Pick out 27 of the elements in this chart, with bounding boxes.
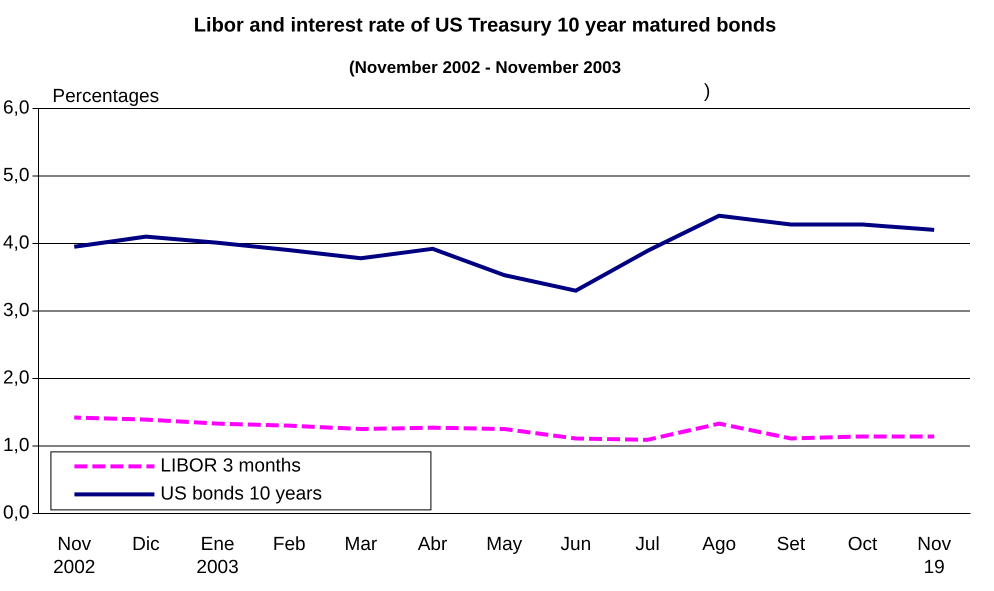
legend-label: LIBOR 3 months xyxy=(160,456,301,477)
x-tick-label: Ago xyxy=(702,534,736,556)
x-tick-label: Abr xyxy=(418,534,448,556)
y-axis-title: Percentages xyxy=(52,86,160,108)
x-tick-label: Feb xyxy=(272,534,306,556)
x-tick-label: May xyxy=(486,534,523,556)
x-tick-label: Ene 2003 xyxy=(196,534,239,578)
x-tick-label: Set xyxy=(776,534,806,556)
y-tick-label: 4,0 xyxy=(2,232,30,254)
y-tick-label: 2,0 xyxy=(2,368,30,389)
line-series xyxy=(72,416,936,442)
y-tick-label: 6,0 xyxy=(2,98,30,119)
legend-label: US bonds 10 years xyxy=(160,484,322,505)
x-tick-label: Mar xyxy=(344,534,378,556)
x-tick-label: Jul xyxy=(635,534,660,556)
y-tick-label: 0,0 xyxy=(2,502,30,524)
chart-subtitle: (November 2002 - November 2003 xyxy=(348,58,622,77)
x-tick-label: Nov 19 xyxy=(917,534,952,578)
x-tick-label: Dic xyxy=(132,534,160,556)
x-tick-label: Nov 2002 xyxy=(53,534,96,578)
y-tick-label: 1,0 xyxy=(2,435,30,456)
x-tick-label: Jun xyxy=(560,534,592,556)
y-tick-label: 5,0 xyxy=(2,165,30,186)
chart-title: Libor and interest rate of US Treasury 10 year matured bonds xyxy=(194,14,776,37)
text: ) xyxy=(704,81,710,102)
x-tick-label: Oct xyxy=(848,534,878,556)
y-tick-label: 3,0 xyxy=(2,300,30,322)
